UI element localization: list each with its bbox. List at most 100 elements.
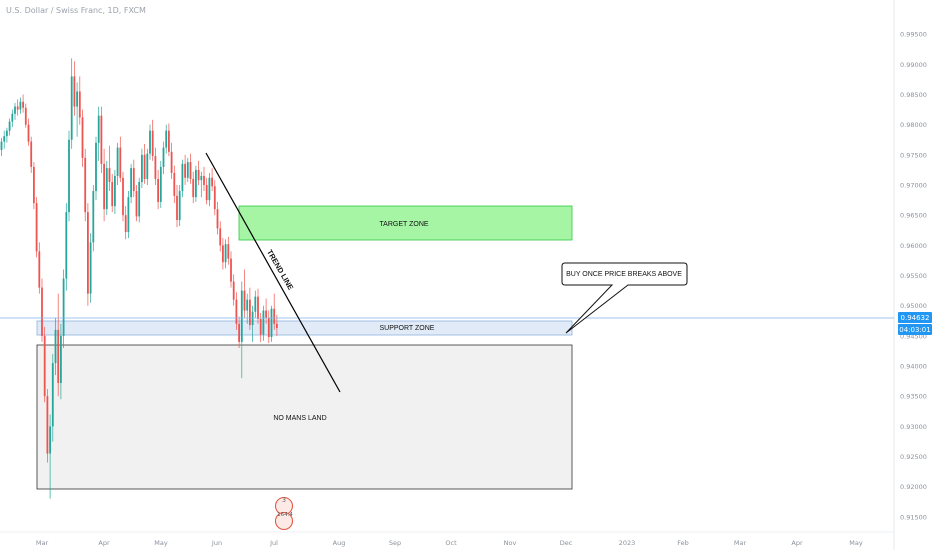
candle-body (84, 157, 87, 213)
price-tick-label: 0.98500 (900, 91, 927, 99)
target-zone-label: TARGET ZONE (379, 221, 428, 228)
candle-body (146, 153, 149, 179)
trend-line[interactable] (205, 152, 341, 393)
price-tick-label: 0.96500 (900, 212, 927, 220)
candle-body (19, 101, 22, 110)
price-tick-label: 0.97500 (900, 151, 927, 159)
candle-body (200, 175, 203, 181)
candle-body (119, 147, 122, 178)
candle-body (130, 168, 132, 198)
candle-body (100, 115, 103, 164)
event-badges[interactable]: 3 164.4 (274, 496, 294, 531)
candle-body (208, 177, 211, 201)
candle-body (16, 106, 19, 110)
time-tick-label: Nov (504, 539, 517, 547)
candle-body (14, 106, 16, 114)
candle-body (162, 147, 165, 167)
candle-body (87, 212, 89, 294)
price-tick-label: 0.95000 (900, 302, 927, 310)
price-tick-label: 0.93500 (900, 393, 927, 401)
candle-body (235, 299, 238, 324)
candle-body (76, 91, 78, 107)
price-tick-label: 0.99500 (900, 31, 927, 39)
time-tick-label: 2023 (619, 539, 636, 547)
candle-body (78, 91, 81, 118)
candle-body (178, 191, 181, 221)
candle-body (165, 130, 168, 148)
price-tick-label: 0.94500 (900, 332, 927, 340)
countdown-tag (898, 324, 932, 335)
event-badge-count: 3 (282, 497, 286, 504)
candle-body (197, 169, 200, 181)
candle-body (159, 166, 162, 202)
candle-body (203, 175, 205, 186)
candle-body (62, 278, 65, 336)
candle-body (238, 323, 240, 342)
candle-body (254, 296, 257, 312)
candle-body (135, 191, 138, 217)
candle-body (222, 245, 224, 263)
time-tick-label: Aug (333, 539, 346, 547)
candle-body (70, 76, 73, 140)
time-tick-label: Mar (36, 539, 49, 547)
time-tick-label: Jun (211, 539, 222, 547)
no-mans-land-label: NO MANS LAND (273, 415, 326, 422)
candle-body (0, 141, 3, 151)
candle-body (46, 396, 49, 454)
candle-body (22, 101, 24, 108)
candle-body (116, 147, 119, 176)
time-tick-label: Sep (389, 539, 401, 547)
candle-body (8, 121, 11, 131)
price-axis[interactable]: 0.99500 0.99000 0.98500 0.98000 0.97500 0.970… (900, 31, 927, 522)
candle-body (38, 251, 41, 288)
candle-body (43, 335, 46, 397)
candle-body (186, 162, 189, 178)
price-tick-label: 0.96000 (900, 242, 927, 250)
candle-body (33, 166, 35, 204)
target-zone[interactable] (238, 205, 573, 241)
callout-bubble (561, 262, 688, 334)
candle-body (30, 141, 33, 167)
price-tick-label: 0.99000 (900, 61, 927, 69)
support-zone-label: SUPPORT ZONE (380, 325, 435, 332)
current-price-tag (898, 312, 932, 323)
price-tick-label: 0.97000 (900, 182, 927, 190)
candle-body (154, 156, 157, 179)
event-flag-icon[interactable] (274, 511, 294, 531)
price-tick-label: 0.98000 (900, 121, 927, 129)
candle-body (168, 130, 170, 152)
candle-body (57, 329, 60, 383)
time-axis[interactable]: Mar Apr May Jun Jul Aug Sep Oct Nov Dec 2023 Feb Mar… (36, 539, 863, 547)
price-tick-label: 0.95500 (900, 272, 927, 280)
candle-body (216, 209, 219, 229)
candle-body (176, 195, 178, 221)
candle-body (122, 177, 124, 216)
callout-label: BUY ONCE PRICE BREAKS ABOVE (566, 271, 682, 278)
candle-body (103, 163, 105, 210)
time-tick-label: Apr (98, 539, 110, 547)
candle-body (273, 308, 276, 324)
candle-body (257, 296, 259, 319)
time-tick-label: Dec (560, 539, 573, 547)
candle-body (65, 212, 68, 279)
candle-body (195, 169, 197, 198)
candle-body (41, 287, 43, 336)
candle-body (205, 185, 208, 201)
candle-body (267, 317, 270, 338)
candle-body (157, 178, 159, 202)
candle-body (149, 130, 151, 154)
candle-body (249, 299, 251, 326)
no-mans-land-zone[interactable] (36, 344, 573, 490)
candle-body (138, 182, 141, 217)
candle-body (132, 168, 135, 192)
candle-body (192, 178, 195, 198)
candle-body (6, 130, 8, 137)
candle-body (265, 310, 267, 318)
candle-body (259, 318, 262, 335)
candle-body (170, 151, 173, 173)
candle-body (68, 139, 70, 213)
candle-body (54, 329, 57, 364)
callout[interactable]: BUY ONCE PRICE BREAKS ABOVE (561, 262, 688, 334)
candle-body (108, 168, 111, 182)
